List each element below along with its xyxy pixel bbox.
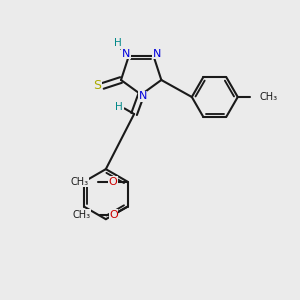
Text: O: O xyxy=(108,177,117,187)
Text: S: S xyxy=(94,80,101,92)
Text: H: H xyxy=(114,38,122,48)
Text: H: H xyxy=(115,102,123,112)
Text: N: N xyxy=(122,49,130,59)
Text: O: O xyxy=(109,210,118,220)
Text: CH₃: CH₃ xyxy=(70,177,88,187)
Text: N: N xyxy=(139,91,147,101)
Text: N: N xyxy=(152,49,161,59)
Text: CH₃: CH₃ xyxy=(260,92,278,102)
Text: CH₃: CH₃ xyxy=(73,210,91,220)
